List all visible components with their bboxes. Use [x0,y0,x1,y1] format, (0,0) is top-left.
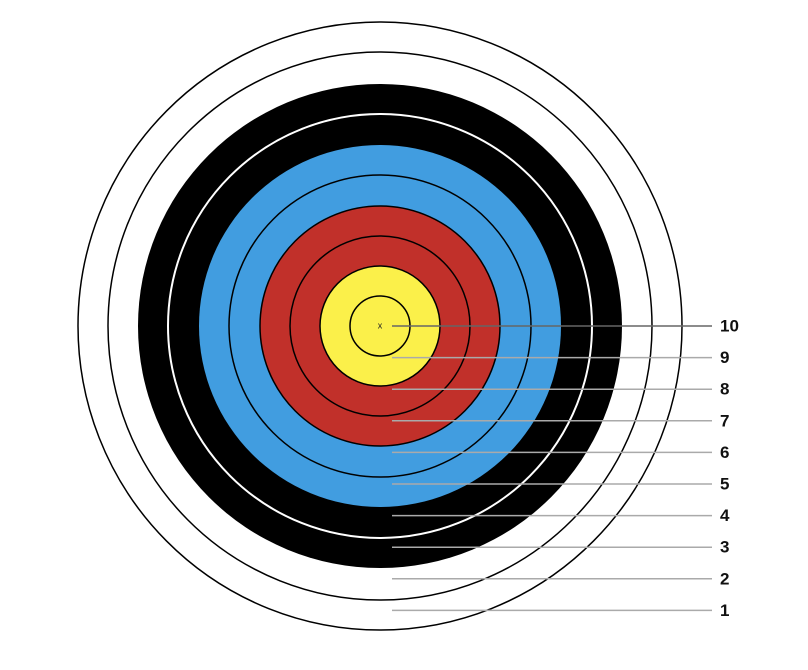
ring-label: 9 [720,348,729,367]
ring-label: 10 [720,316,739,335]
center-mark: x [378,320,383,330]
ring-label: 6 [720,443,729,462]
ring-labels: 10 9 8 7 6 5 4 3 2 1 [392,316,739,620]
ring-label: 8 [720,380,729,399]
ring-label: 4 [720,506,730,525]
ring-label: 3 [720,538,729,557]
target-face: x [77,21,683,631]
ring-label: 1 [720,601,729,620]
ring-label: 2 [720,569,729,588]
ring-label: 7 [720,411,729,430]
ring-label: 5 [720,474,729,493]
